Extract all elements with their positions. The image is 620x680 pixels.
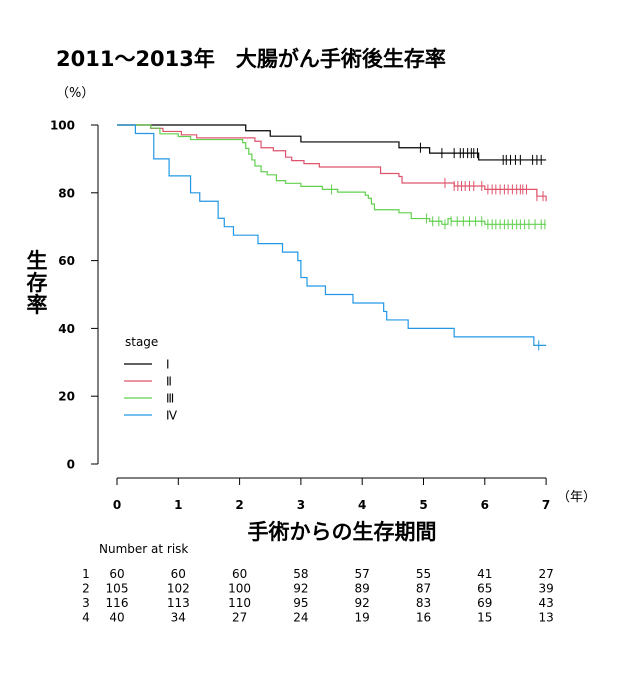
survival-curve-line	[117, 124, 547, 346]
legend-title: stage	[125, 335, 158, 349]
risk-cell: 27	[232, 611, 247, 625]
chart-title: 2011～2013年 大腸がん手術後生存率	[56, 47, 446, 71]
y-axis-label-char: 存	[27, 271, 48, 295]
y-axis-label-char: 生	[27, 249, 48, 273]
survival-series-1	[117, 124, 547, 165]
risk-cell: 43	[538, 596, 553, 610]
x-axis-label: 手術からの生存期間	[248, 520, 437, 544]
y-tick-label: 20	[58, 390, 75, 404]
risk-row-label: 2	[82, 582, 90, 596]
risk-cell: 60	[232, 567, 247, 581]
risk-cell: 41	[477, 567, 492, 581]
risk-cell: 105	[106, 582, 129, 596]
risk-cell: 89	[355, 582, 370, 596]
risk-cell: 60	[171, 567, 186, 581]
risk-row-label: 4	[82, 611, 90, 625]
legend-label: Ⅳ	[166, 409, 177, 423]
survival-curves	[117, 124, 547, 351]
legend: stage Ⅰ Ⅱ Ⅲ Ⅳ	[124, 335, 177, 423]
risk-cell: 60	[109, 567, 124, 581]
x-tick-label: 7	[542, 498, 550, 512]
risk-cell: 34	[171, 611, 186, 625]
risk-row-label: 3	[82, 596, 90, 610]
y-tick-label: 60	[58, 254, 75, 268]
risk-cell: 13	[538, 611, 553, 625]
x-unit-label: （年）	[557, 490, 596, 505]
risk-cell: 110	[228, 596, 251, 610]
risk-cell: 16	[416, 611, 431, 625]
risk-cell: 58	[293, 567, 308, 581]
x-tick-label: 1	[174, 498, 182, 512]
risk-cell: 15	[477, 611, 492, 625]
risk-cell: 83	[416, 596, 431, 610]
risk-cell: 27	[538, 567, 553, 581]
y-tick-label: 80	[58, 186, 75, 200]
risk-cell: 65	[477, 582, 492, 596]
y-unit-label: （%）	[56, 86, 94, 101]
risk-cell: 24	[293, 611, 308, 625]
risk-cell: 113	[167, 596, 190, 610]
legend-label: Ⅱ	[166, 375, 172, 389]
survival-series-2	[117, 124, 547, 202]
risk-cell: 57	[355, 567, 370, 581]
legend-label: Ⅰ	[166, 358, 170, 372]
risk-cell: 87	[416, 582, 431, 596]
x-tick-label: 3	[297, 498, 305, 512]
risk-cell: 102	[167, 582, 190, 596]
survival-curve-line	[117, 124, 547, 225]
y-tick-label: 0	[67, 458, 75, 472]
survival-series-3	[117, 124, 547, 230]
risk-cell: 100	[228, 582, 251, 596]
risk-cell: 116	[106, 596, 129, 610]
axes: 0 20 40 60 80 100 0 1 2 3 4 5 6 7	[50, 119, 550, 513]
x-tick-label: 0	[113, 498, 121, 512]
survival-curve-line	[117, 124, 547, 161]
y-axis-label-char: 率	[27, 293, 48, 317]
y-axis-label: 生存率	[27, 249, 48, 317]
x-tick-label: 4	[358, 498, 366, 512]
risk-row-label: 1	[82, 567, 90, 581]
legend-label: Ⅲ	[166, 392, 174, 406]
risk-cell: 19	[355, 611, 370, 625]
x-tick-label: 5	[419, 498, 427, 512]
risk-cell: 39	[538, 582, 553, 596]
x-tick-label: 6	[481, 498, 489, 512]
survival-series-4	[117, 124, 547, 351]
risk-cell: 55	[416, 567, 431, 581]
y-tick-label: 100	[50, 119, 75, 133]
risk-cell: 92	[293, 582, 308, 596]
risk-cell: 40	[109, 611, 124, 625]
risk-cell: 95	[293, 596, 308, 610]
risk-cell: 92	[355, 596, 370, 610]
risk-cell: 69	[477, 596, 492, 610]
risk-table-title: Number at risk	[99, 542, 188, 556]
risk-table: Number at risk 1 60 60 60 58 57 55 41 27 2 105 102 10…	[82, 542, 554, 625]
x-tick-label: 2	[235, 498, 243, 512]
y-tick-label: 40	[58, 322, 75, 336]
